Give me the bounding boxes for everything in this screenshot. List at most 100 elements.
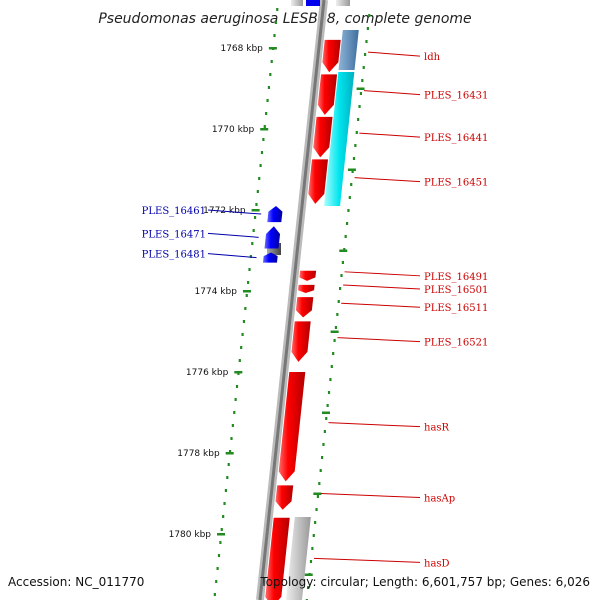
ruler-dot — [266, 99, 269, 102]
reverse-gene-ples-16471 — [264, 226, 281, 249]
gene-label-ples-16511: PLES_16511 — [424, 303, 488, 314]
tick-label: 1774 kbp — [195, 287, 238, 297]
ruler-dot — [253, 216, 257, 219]
ruler-dot — [361, 79, 364, 82]
ruler-dot — [341, 261, 344, 264]
gene-label-ples-16471: PLES_16471 — [142, 229, 206, 240]
ruler-dot — [354, 144, 357, 147]
ruler-dot — [332, 352, 335, 355]
ruler-dot — [363, 53, 367, 56]
minor-tick — [339, 249, 348, 252]
ruler-dot — [350, 183, 353, 186]
ruler-dot — [318, 482, 321, 485]
gene-label-ples-16451: PLES_16451 — [424, 178, 488, 189]
ruler-dot — [241, 333, 244, 336]
label-leader — [354, 177, 421, 183]
ruler-dot — [238, 359, 241, 362]
tick-label: 1776 kbp — [186, 368, 229, 378]
ruler-dot — [362, 66, 365, 69]
ruler-dot — [234, 398, 237, 401]
ruler-dot — [357, 118, 360, 121]
ruler-dot — [223, 502, 226, 505]
ruler-dot — [230, 437, 233, 440]
ruler-dot — [251, 242, 254, 245]
gene-label-hasd: hasD — [424, 558, 450, 569]
cds-block — [338, 30, 359, 70]
ruler-dot — [337, 300, 340, 303]
ruler-dot — [262, 138, 265, 141]
ruler-dot — [325, 417, 328, 420]
reverse-gene-ples-16461 — [267, 205, 283, 223]
label-leader — [344, 271, 421, 277]
minor-tick — [313, 492, 322, 495]
major-tick — [225, 452, 234, 455]
ruler-dot — [273, 34, 276, 37]
label-leader — [343, 284, 421, 290]
major-tick — [242, 290, 251, 293]
gene-label-ples-16521: PLES_16521 — [424, 338, 488, 349]
label-leader — [359, 132, 421, 138]
gray-feature-block — [291, 0, 303, 6]
ruler-dot — [258, 177, 261, 180]
ruler-dot — [355, 131, 358, 134]
ruler-dot — [235, 385, 239, 388]
ruler-dot — [245, 294, 248, 297]
ruler-dot — [322, 443, 325, 446]
gene-label-ples-16431: PLES_16431 — [424, 91, 488, 102]
ruler-dot — [213, 593, 216, 596]
genome-backbone — [258, 0, 326, 600]
gene-label-ples-16481: PLES_16481 — [142, 250, 206, 261]
forward-gene-hasap — [275, 485, 294, 510]
minor-tick — [304, 573, 313, 576]
ruler-dot — [352, 157, 356, 160]
label-leader — [328, 422, 421, 428]
ruler-dot — [276, 8, 279, 11]
ruler-dot — [265, 112, 268, 115]
ruler-dot — [320, 456, 324, 459]
forward-gene-ples-16491 — [299, 270, 317, 281]
label-leader — [207, 209, 262, 215]
ruler-dot — [359, 92, 363, 95]
gene-label-hasap: hasAp — [424, 494, 455, 505]
ruler-dot — [314, 521, 317, 524]
ruler-dot — [219, 541, 222, 544]
forward-gene-ples-16451 — [308, 159, 328, 204]
ruler-dot — [270, 60, 273, 63]
minor-tick — [347, 168, 356, 171]
label-leader — [207, 253, 257, 259]
gray-feature-block — [285, 517, 311, 600]
ruler-dot — [307, 586, 310, 589]
cds-block — [324, 72, 355, 206]
outer-ruler-dots — [213, 8, 279, 596]
ruler-dot — [252, 229, 255, 232]
gene-label-ples-16501: PLES_16501 — [424, 285, 488, 296]
ruler-dot — [248, 268, 251, 271]
ruler-dot — [323, 430, 326, 433]
gene-label-ples-16491: PLES_16491 — [424, 272, 488, 283]
ruler-dot — [339, 287, 342, 290]
forward-gene-ldh — [322, 39, 341, 73]
minor-tick — [356, 87, 365, 90]
forward-gene-ples-16521 — [291, 321, 311, 362]
ruler-dot — [259, 164, 262, 167]
ruler-dot — [340, 274, 343, 277]
ruler-dot — [274, 21, 277, 24]
ruler-dot — [311, 547, 314, 550]
ruler-dot — [222, 515, 225, 518]
ruler-dot — [226, 476, 229, 479]
forward-gene-hasr — [278, 372, 306, 482]
ruler-dot — [329, 378, 332, 381]
forward-gene-ples-16511 — [295, 297, 314, 318]
ruler-dot — [217, 554, 221, 557]
label-leader — [320, 493, 421, 499]
gene-labels: ldh PLES_16431 PLES_16441 PLES_16451 PLES_16… — [142, 51, 488, 569]
label-leader — [313, 557, 421, 563]
tick-label: 1770 kbp — [212, 125, 255, 135]
ruler-dot — [263, 125, 266, 128]
ruler-dot — [345, 222, 349, 225]
ruler-dot — [309, 560, 313, 563]
ruler-dot — [249, 255, 252, 258]
ruler-dot — [240, 346, 243, 349]
ruler-dot — [244, 307, 247, 310]
major-tick — [251, 209, 260, 212]
